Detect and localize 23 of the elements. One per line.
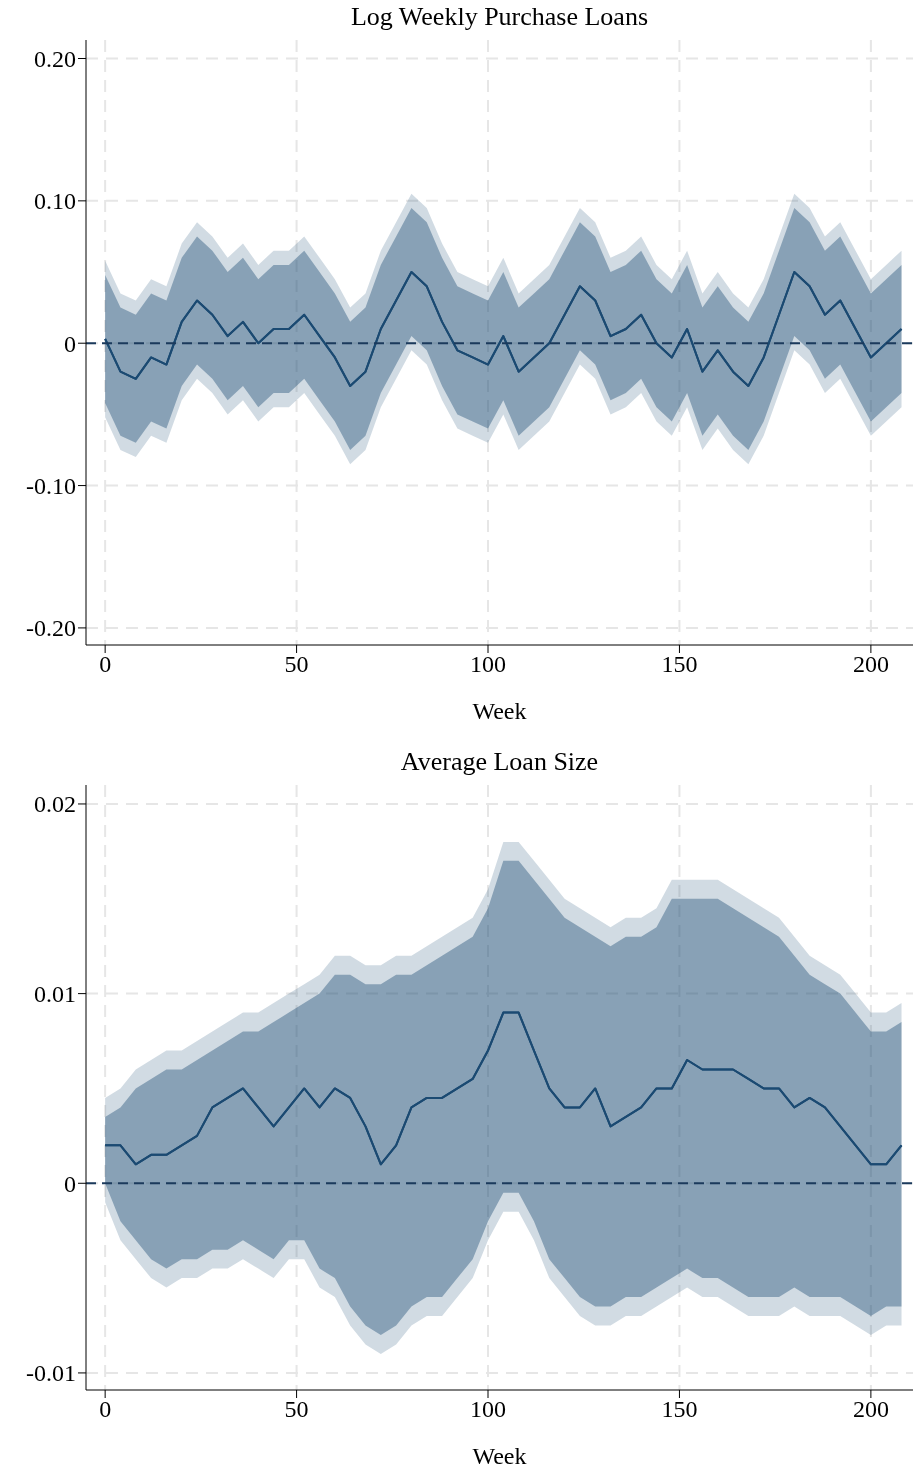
x-tick-label: 200: [852, 651, 889, 678]
x-tick-label: 150: [661, 1396, 698, 1423]
y-tick-label: 0: [64, 330, 76, 357]
y-tick-label: -0.01: [26, 1360, 76, 1387]
x-tick-label: 50: [284, 1396, 309, 1423]
x-tick-label: 0: [99, 651, 112, 678]
x-tick-label: 150: [661, 651, 698, 678]
chart-title: Log Weekly Purchase Loans: [349, 2, 650, 32]
x-tick-label: 200: [852, 1396, 889, 1423]
y-tick-label: 0.20: [34, 46, 76, 73]
x-axis-title: Week: [472, 1443, 527, 1469]
x-tick-label: 100: [470, 1396, 507, 1423]
y-tick-label: -0.10: [26, 473, 76, 500]
y-tick-label: 0: [64, 1170, 76, 1197]
y-tick-label: 0.10: [34, 188, 76, 215]
y-tick-label: 0.01: [34, 981, 76, 1008]
y-tick-label: 0.02: [34, 791, 76, 818]
chart-title: Average Loan Size: [399, 747, 600, 777]
x-axis-title: Week: [472, 698, 527, 724]
x-tick-label: 100: [470, 651, 507, 678]
x-tick-label: 0: [99, 1396, 112, 1423]
y-tick-label: -0.20: [26, 615, 76, 642]
x-tick-label: 50: [284, 651, 309, 678]
